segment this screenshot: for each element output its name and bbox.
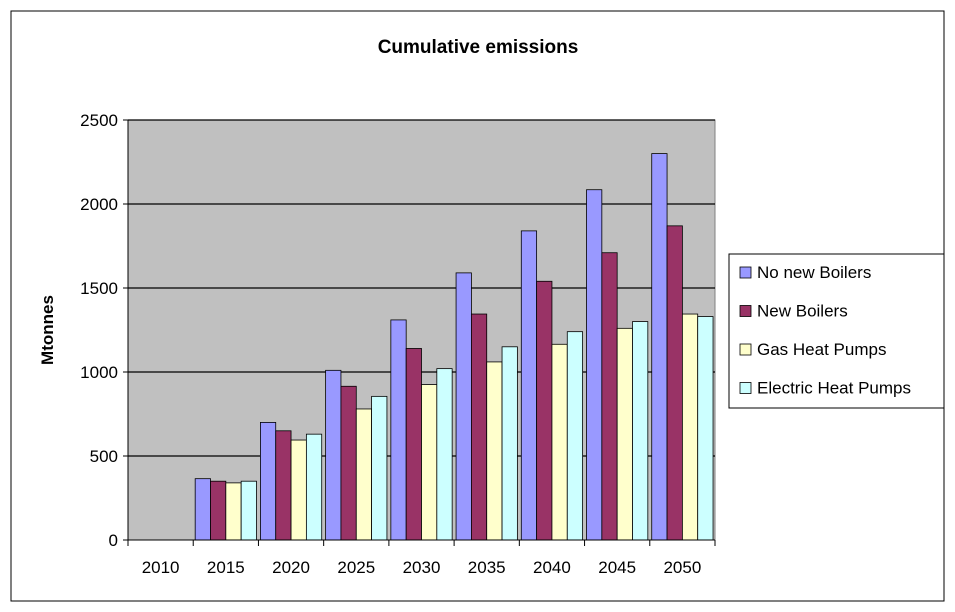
bar-gas-heat-pumps-2035 [486,361,503,541]
chart-title: Cumulative emissions [378,37,579,58]
bar-electric-heat-pumps-2020 [305,433,323,541]
bar-new-boilers-2015 [210,480,227,541]
y-tick-label: 500 [90,447,118,466]
bar-new-boilers-2020 [275,430,292,541]
bar-gas-heat-pumps-2025 [355,408,373,541]
x-tick-label: 2010 [142,558,180,577]
bar-no-new-boilers-2045 [586,189,603,541]
legend-label: Electric Heat Pumps [757,379,911,398]
bar-no-new-boilers-2015 [194,478,211,541]
bars [194,153,714,541]
x-tick-label: 2045 [598,558,636,577]
y-tick-label: 0 [109,531,118,550]
bar-no-new-boilers-2020 [260,421,277,541]
y-tick-label: 1000 [80,363,118,382]
y-tick-label: 2500 [80,111,118,130]
bar-electric-heat-pumps-2035 [501,346,518,541]
bar-new-boilers-2040 [536,280,553,541]
x-tick-label: 2050 [663,558,701,577]
bar-new-boilers-2045 [601,252,618,541]
bar-electric-heat-pumps-2045 [632,321,649,541]
x-tick-labels: 2010 2015 2020 2025 2030 2035 2040 2045 2050 [142,558,702,577]
y-tick-label: 2000 [80,195,118,214]
bar-gas-heat-pumps-2045 [616,327,633,541]
bar-new-boilers-2025 [340,385,357,541]
bar-no-new-boilers-2035 [455,272,472,541]
bar-gas-heat-pumps-2020 [290,439,307,541]
bar-gas-heat-pumps-2040 [551,343,568,541]
x-tick-label: 2025 [337,558,375,577]
x-tick-label: 2015 [207,558,245,577]
y-axis-label: Mtonnes [38,295,57,365]
bar-no-new-boilers-2050 [651,153,668,541]
legend-box [728,253,945,409]
legend-swatch [739,343,752,356]
bar-new-boilers-2050 [666,225,683,541]
bar-electric-heat-pumps-2030 [436,368,453,541]
legend-items: No new Boilers New Boilers Gas Heat Pumps E… [739,263,911,398]
x-tick-label: 2030 [403,558,441,577]
legend: No new Boilers New Boilers Gas Heat Pumps E… [728,253,945,409]
bar-electric-heat-pumps-2040 [566,331,583,541]
legend-label: New Boilers [757,302,848,321]
y-tick-label: 1500 [80,279,118,298]
legend-label: Gas Heat Pumps [757,340,886,359]
legend-swatch [739,266,752,279]
bar-new-boilers-2035 [470,313,488,541]
bar-gas-heat-pumps-2030 [421,384,438,541]
legend-label: No new Boilers [757,263,871,282]
bar-no-new-boilers-2040 [520,230,538,541]
bar-new-boilers-2030 [405,348,422,541]
bar-gas-heat-pumps-2015 [225,482,242,541]
y-tick-labels: 0 500 1000 1500 2000 2500 [80,111,118,550]
x-tick-label: 2035 [468,558,506,577]
x-tick-label: 2020 [272,558,310,577]
bar-gas-heat-pumps-2050 [681,313,699,541]
legend-swatch [739,305,752,317]
x-tick-label: 2040 [533,558,571,577]
bar-electric-heat-pumps-2015 [240,480,257,541]
bar-electric-heat-pumps-2050 [697,316,714,541]
bar-no-new-boilers-2025 [325,369,342,541]
axes [123,119,716,546]
legend-swatch [739,382,752,394]
bar-no-new-boilers-2030 [390,319,407,541]
bar-electric-heat-pumps-2025 [371,395,388,541]
